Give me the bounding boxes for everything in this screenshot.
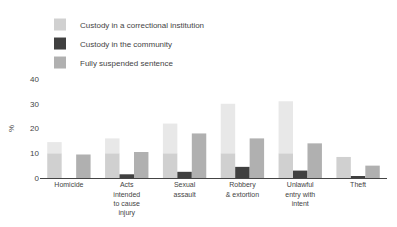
svg-text:40: 40 bbox=[30, 75, 39, 84]
svg-text:20: 20 bbox=[30, 124, 39, 133]
svg-text:Unlawfulentry withintent: Unlawfulentry withintent bbox=[285, 181, 315, 206]
svg-text:Theft: Theft bbox=[350, 181, 366, 188]
svg-text:Custody in a correctional inst: Custody in a correctional institution bbox=[80, 21, 204, 30]
svg-text:Robbery& extortion: Robbery& extortion bbox=[226, 181, 260, 197]
svg-text:Fully suspended sentence: Fully suspended sentence bbox=[80, 59, 174, 68]
svg-text:30: 30 bbox=[30, 100, 39, 109]
svg-text:Custody in the community: Custody in the community bbox=[80, 40, 172, 49]
svg-text:Sexualassault: Sexualassault bbox=[173, 181, 195, 197]
svg-text:Homicide: Homicide bbox=[54, 181, 83, 188]
svg-text:0: 0 bbox=[35, 174, 40, 183]
svg-text:Actsintendedto causeinjury: Actsintendedto causeinjury bbox=[113, 181, 140, 216]
svg-text:%: % bbox=[7, 125, 16, 132]
svg-text:10: 10 bbox=[30, 149, 39, 158]
